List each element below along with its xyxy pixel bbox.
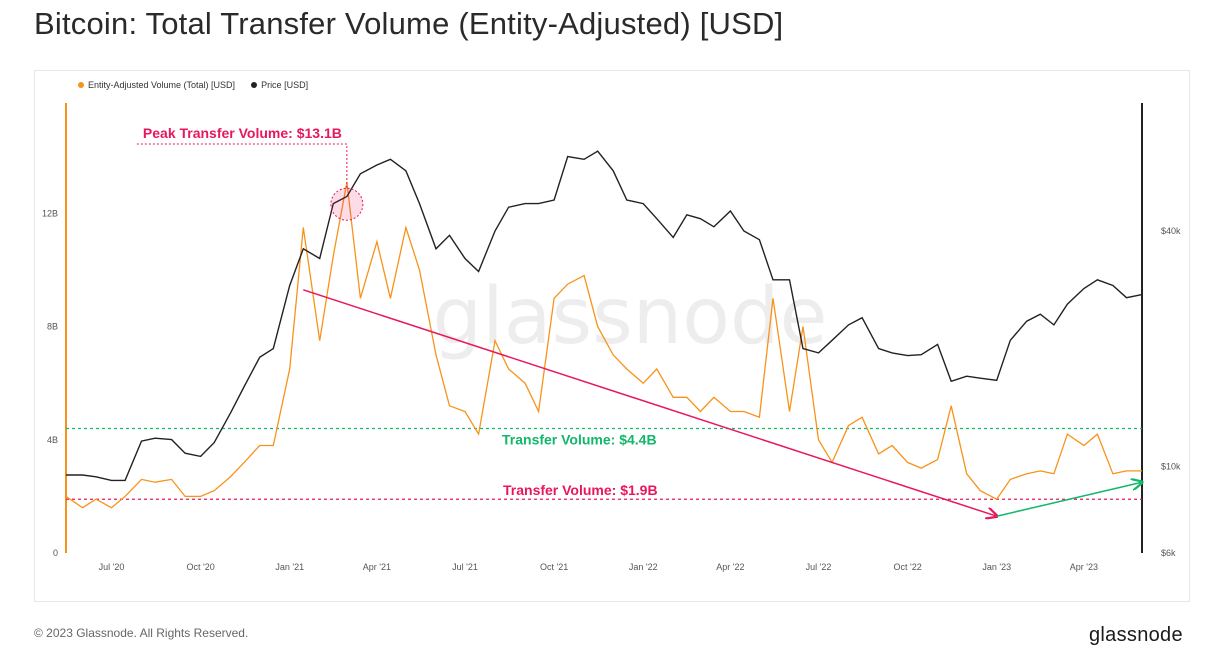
y-left-tick-label: 0 — [53, 548, 58, 558]
brand-logo[interactable]: glassnode — [1089, 624, 1183, 646]
transfer-volume-label-4-4b: Transfer Volume: $4.4B — [502, 431, 657, 447]
x-tick-label: Oct '22 — [894, 562, 922, 572]
transfer-volume-label-1-9b: Transfer Volume: $1.9B — [503, 482, 658, 498]
y-left-tick-label: 8B — [47, 322, 58, 332]
x-tick-label: Apr '22 — [716, 562, 744, 572]
x-tick-label: Jul '21 — [452, 562, 478, 572]
y-left-tick-label: 4B — [47, 435, 58, 445]
legend-volume-dot-icon — [78, 82, 84, 88]
chart-svg: glassnode 0 4B 8B 12B $6k $10k $40k Jul '20 Oct '… — [42, 103, 1181, 572]
x-tick-label: Apr '23 — [1070, 562, 1098, 572]
y-right-tick-label: $6k — [1161, 548, 1176, 558]
x-tick-label: Jul '20 — [99, 562, 125, 572]
legend-price-label: Price [USD] — [261, 80, 309, 90]
y-right-tick-label: $40k — [1161, 226, 1181, 236]
peak-highlight-circle — [330, 187, 364, 221]
peak-leader-line — [136, 143, 348, 189]
series-line-price — [66, 150, 1143, 482]
y-right-tick-label: $10k — [1161, 461, 1181, 471]
legend-item-price[interactable]: Price [USD] — [251, 80, 308, 90]
chart-panel: glassnode 0 4B 8B 12B $6k $10k $40k Jul '20 Oct '… — [34, 70, 1190, 602]
series-line-volume — [65, 182, 1142, 509]
copyright-text: © 2023 Glassnode. All Rights Reserved. — [34, 626, 249, 640]
watermark-text: glassnode — [433, 272, 828, 362]
x-tick-label: Apr '21 — [363, 562, 391, 572]
trend-arrow — [303, 289, 996, 516]
x-tick-label: Jan '21 — [275, 562, 304, 572]
legend-volume-label: Entity-Adjusted Volume (Total) [USD] — [88, 80, 236, 90]
x-tick-label: Oct '21 — [540, 562, 568, 572]
x-tick-label: Jul '22 — [806, 562, 832, 572]
legend-price-dot-icon — [251, 82, 258, 88]
x-tick-label: Jan '23 — [982, 562, 1011, 572]
peak-label: Peak Transfer Volume: $13.1B — [143, 125, 342, 141]
legend: Entity-Adjusted Volume (Total) [USD] Pri… — [78, 80, 308, 90]
x-tick-label: Jan '22 — [629, 562, 658, 572]
trend-arrow — [996, 482, 1142, 517]
x-tick-label: Oct '20 — [187, 562, 215, 572]
legend-item-volume[interactable]: Entity-Adjusted Volume (Total) [USD] — [78, 80, 235, 90]
y-left-tick-label: 12B — [42, 208, 58, 218]
chart-title: Bitcoin: Total Transfer Volume (Entity-A… — [34, 6, 784, 41]
